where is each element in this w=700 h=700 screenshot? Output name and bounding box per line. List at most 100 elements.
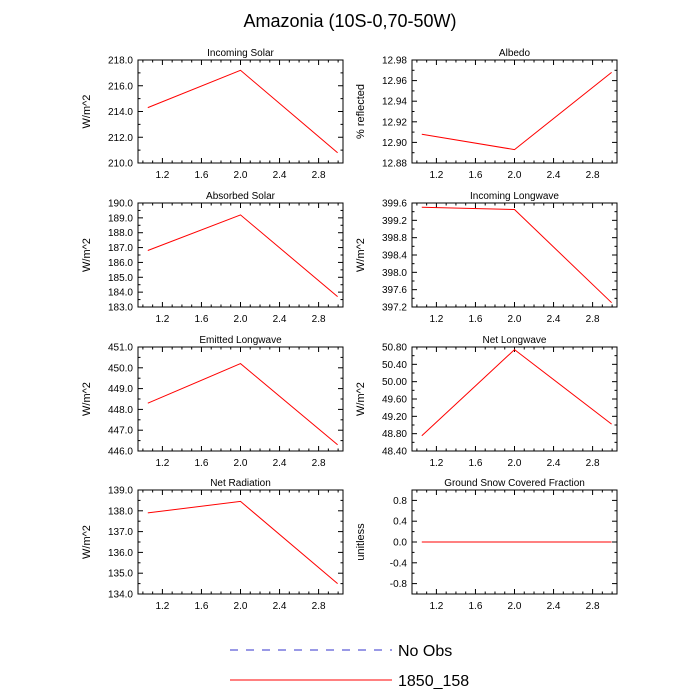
x-tick-label: 2.8 bbox=[312, 314, 326, 325]
y-tick-label: 12.98 bbox=[382, 56, 407, 67]
y-tick-label: 49.60 bbox=[382, 395, 407, 406]
y-tick-label: 0.4 bbox=[393, 517, 407, 528]
y-tick-label: 186.0 bbox=[108, 258, 133, 269]
y-tick-label: 210.0 bbox=[108, 159, 133, 170]
y-tick-label: 12.96 bbox=[382, 76, 407, 87]
series-line-1850-158 bbox=[147, 69, 338, 154]
plot-frame bbox=[411, 202, 618, 308]
panel-net-longwave: Net Longwave W/m^2 1.2 1.6 2.0 2.4 2.8 48.40 48.… bbox=[355, 335, 618, 469]
x-tick-label: 2.4 bbox=[547, 458, 561, 469]
y-tick-label: 397.6 bbox=[382, 285, 407, 296]
x-tick-label: 2.8 bbox=[586, 601, 600, 612]
y-tick-label: 451.0 bbox=[108, 343, 133, 354]
y-tick-label: 447.0 bbox=[108, 426, 133, 437]
x-tick-label: 2.0 bbox=[508, 314, 522, 325]
x-tick-label: 2.4 bbox=[547, 314, 561, 325]
y-tick-label: 216.0 bbox=[108, 81, 133, 92]
x-tick-label: 1.6 bbox=[468, 458, 482, 469]
y-tick-label: 446.0 bbox=[108, 447, 133, 458]
plot-frame bbox=[411, 59, 618, 164]
y-tick-label: 48.80 bbox=[382, 429, 407, 440]
y-tick-label: 397.2 bbox=[382, 303, 407, 314]
panel-net-radiation: Net Radiation W/m^2 1.2 1.6 2.0 2.4 2.8 134.0 13… bbox=[81, 478, 344, 612]
x-tick-label: 2.4 bbox=[273, 170, 287, 181]
x-tick-label: 2.4 bbox=[547, 601, 561, 612]
y-tick-label: 0.8 bbox=[393, 496, 407, 507]
y-axis-label: W/m^2 bbox=[355, 382, 367, 416]
panel-title: Net Radiation bbox=[210, 478, 271, 489]
y-tick-label: 189.0 bbox=[108, 213, 133, 224]
y-tick-label: 12.94 bbox=[382, 97, 407, 108]
plot-frame bbox=[411, 346, 618, 452]
figure-title: Amazonia (10S-0,70-50W) bbox=[243, 11, 456, 31]
y-tick-label: 183.0 bbox=[108, 303, 133, 314]
panel-title: Emitted Longwave bbox=[199, 335, 282, 346]
x-tick-label: 1.2 bbox=[429, 458, 443, 469]
x-tick-label: 1.6 bbox=[194, 601, 208, 612]
x-tick-label: 1.6 bbox=[468, 314, 482, 325]
x-tick-label: 2.8 bbox=[586, 314, 600, 325]
y-tick-label: 50.40 bbox=[382, 360, 407, 371]
y-axis-label: unitless bbox=[355, 523, 367, 561]
plot-frame bbox=[137, 59, 344, 164]
y-tick-label: 50.00 bbox=[382, 377, 407, 388]
panel-ground-snow-covered-fraction: Ground Snow Covered Fraction unitless 1.2 1… bbox=[355, 478, 618, 612]
x-tick-label: 1.2 bbox=[155, 170, 169, 181]
y-tick-label: -0.8 bbox=[390, 579, 408, 590]
x-tick-label: 1.6 bbox=[194, 170, 208, 181]
y-tick-label: 12.90 bbox=[382, 138, 407, 149]
y-tick-label: 450.0 bbox=[108, 363, 133, 374]
panel-title: Albedo bbox=[499, 48, 531, 59]
y-tick-label: 188.0 bbox=[108, 228, 133, 239]
x-tick-label: 1.6 bbox=[194, 458, 208, 469]
y-tick-label: 12.88 bbox=[382, 159, 407, 170]
x-tick-label: 2.4 bbox=[547, 170, 561, 181]
plot-frame bbox=[137, 202, 344, 308]
x-tick-label: 2.0 bbox=[234, 601, 248, 612]
y-tick-label: 398.0 bbox=[382, 268, 407, 279]
x-tick-label: 2.8 bbox=[586, 170, 600, 181]
x-tick-label: 2.0 bbox=[234, 170, 248, 181]
y-tick-label: 214.0 bbox=[108, 107, 133, 118]
y-tick-label: 184.0 bbox=[108, 288, 133, 299]
x-tick-label: 1.2 bbox=[155, 314, 169, 325]
x-tick-label: 1.6 bbox=[468, 601, 482, 612]
x-tick-label: 2.0 bbox=[508, 601, 522, 612]
panel-incoming-longwave: Incoming Longwave W/m^2 1.2 1.6 2.0 2.4 2.8 397… bbox=[355, 191, 618, 325]
y-tick-label: 449.0 bbox=[108, 384, 133, 395]
y-tick-label: 138.0 bbox=[108, 506, 133, 517]
x-tick-label: 2.8 bbox=[312, 601, 326, 612]
panel-albedo: Albedo % reflected 1.2 1.6 2.0 2.4 2.8 12.88 12.… bbox=[355, 48, 618, 181]
y-axis-label: W/m^2 bbox=[81, 382, 93, 416]
series-line-1850-158 bbox=[147, 214, 338, 297]
y-tick-label: 135.0 bbox=[108, 569, 133, 580]
series-line-1850-158 bbox=[421, 72, 612, 151]
x-tick-label: 1.2 bbox=[155, 458, 169, 469]
y-tick-label: 136.0 bbox=[108, 548, 133, 559]
y-axis-label: % reflected bbox=[355, 84, 367, 139]
legend: No Obs 1850_158 bbox=[230, 643, 469, 690]
y-tick-label: 139.0 bbox=[108, 486, 133, 497]
y-tick-label: 134.0 bbox=[108, 590, 133, 601]
x-tick-label: 2.4 bbox=[273, 601, 287, 612]
x-tick-label: 2.0 bbox=[508, 458, 522, 469]
y-tick-label: 399.6 bbox=[382, 199, 407, 210]
y-tick-label: 137.0 bbox=[108, 527, 133, 538]
x-tick-label: 2.4 bbox=[273, 314, 287, 325]
panel-title: Net Longwave bbox=[483, 335, 547, 346]
x-tick-label: 2.8 bbox=[312, 170, 326, 181]
y-tick-label: 12.92 bbox=[382, 117, 407, 128]
series-line-1850-158 bbox=[147, 500, 338, 584]
x-tick-label: 1.2 bbox=[429, 314, 443, 325]
plot-frame bbox=[137, 346, 344, 452]
x-tick-label: 2.4 bbox=[273, 458, 287, 469]
series-line-1850-158 bbox=[421, 206, 612, 304]
y-tick-label: 398.8 bbox=[382, 233, 407, 244]
series-line-1850-158 bbox=[421, 348, 612, 437]
panel-incoming-solar: Incoming Solar W/m^2 1.2 1.6 2.0 2.4 2.8 210.0 2… bbox=[81, 48, 344, 181]
panel-title: Incoming Longwave bbox=[470, 191, 559, 202]
y-tick-label: 48.40 bbox=[382, 447, 407, 458]
x-tick-label: 1.6 bbox=[468, 170, 482, 181]
x-tick-label: 2.0 bbox=[234, 458, 248, 469]
